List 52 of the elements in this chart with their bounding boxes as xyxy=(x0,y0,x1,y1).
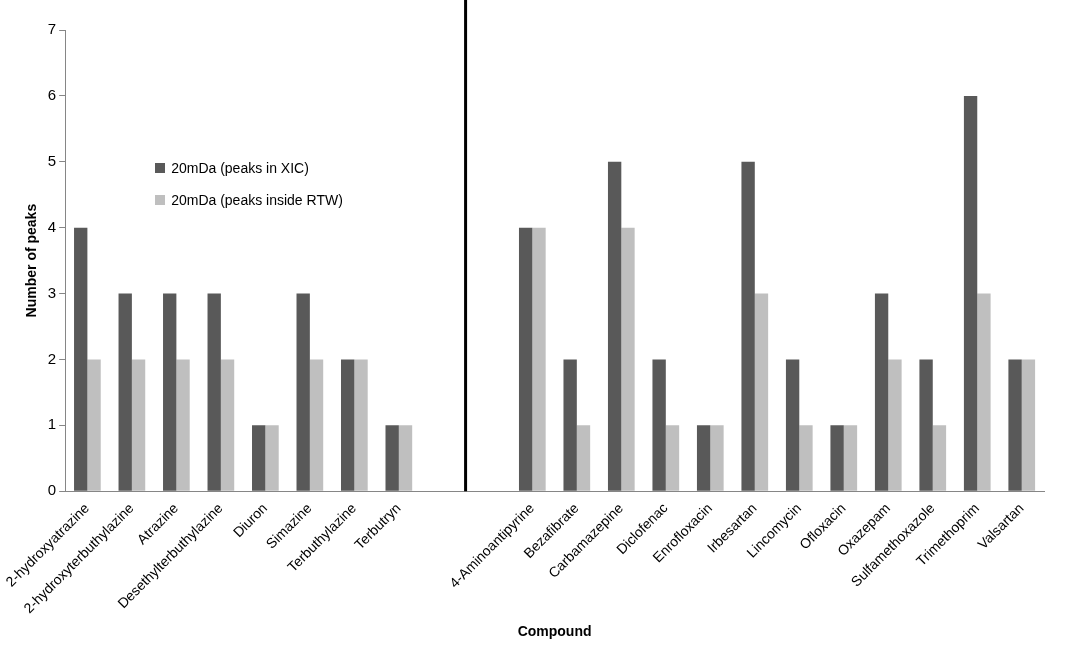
bar xyxy=(754,293,769,491)
bar xyxy=(118,293,132,491)
bar xyxy=(354,359,368,491)
bar xyxy=(919,359,933,491)
y-tick-label: 7 xyxy=(47,20,57,38)
bar xyxy=(665,425,680,491)
bar xyxy=(888,359,902,491)
y-tick-label: 3 xyxy=(47,283,57,301)
y-tick-label: 1 xyxy=(47,415,57,433)
bar xyxy=(607,161,622,491)
bar xyxy=(341,359,355,491)
bar xyxy=(652,359,666,491)
bar xyxy=(296,293,310,491)
y-tick-label: 6 xyxy=(47,86,57,104)
bar xyxy=(131,359,146,491)
bar xyxy=(1021,359,1036,491)
bar xyxy=(532,227,546,491)
bar xyxy=(176,359,190,491)
legend-label: 20mDa (peaks inside RTW) xyxy=(171,192,343,208)
bar xyxy=(309,359,324,491)
bar xyxy=(1008,359,1022,491)
y-tick-label: 2 xyxy=(47,349,57,367)
bar xyxy=(741,161,755,491)
bar xyxy=(252,425,266,491)
bar xyxy=(576,425,591,491)
bar xyxy=(207,293,221,491)
bar xyxy=(87,359,101,491)
bar xyxy=(621,227,635,491)
bar xyxy=(696,425,711,491)
bar xyxy=(830,425,844,491)
bar xyxy=(843,425,858,491)
y-tick-label: 4 xyxy=(47,217,57,235)
bar xyxy=(977,293,991,491)
bar xyxy=(74,227,88,491)
bar xyxy=(799,425,813,491)
bar xyxy=(385,425,399,491)
bar xyxy=(518,227,533,491)
bar xyxy=(932,425,947,491)
bar xyxy=(963,95,978,491)
bar xyxy=(710,425,724,491)
y-tick-label: 5 xyxy=(47,151,57,169)
bar xyxy=(563,359,577,491)
y-axis-title: Number of peaks xyxy=(23,203,40,318)
bar xyxy=(265,425,279,491)
bar xyxy=(163,293,177,491)
x-axis-title: Compound xyxy=(517,623,592,640)
y-tick-label: 0 xyxy=(47,481,57,499)
bar xyxy=(874,293,889,491)
legend-label: 20mDa (peaks in XIC) xyxy=(171,160,309,176)
bar xyxy=(785,359,800,491)
bar xyxy=(220,359,235,491)
bar xyxy=(398,425,413,491)
